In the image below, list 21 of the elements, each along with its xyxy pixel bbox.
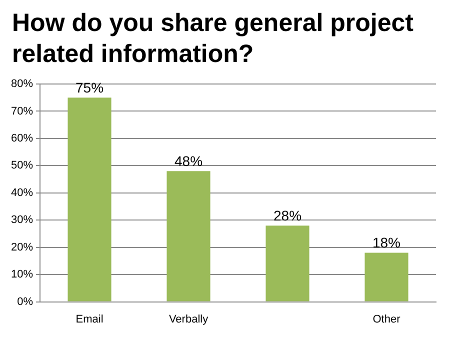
data-label: 28% bbox=[273, 207, 302, 224]
y-tick-label: 70% bbox=[10, 105, 34, 118]
chart-title: How do you share general project related information? bbox=[12, 8, 414, 70]
data-label: 18% bbox=[372, 234, 401, 251]
data-label: 75% bbox=[76, 79, 104, 96]
x-tick-label: Other bbox=[372, 313, 401, 326]
x-tick-label: Email bbox=[76, 313, 104, 326]
y-tick-label: 20% bbox=[10, 241, 34, 254]
x-tick-label: Verbally bbox=[168, 313, 209, 326]
bar bbox=[266, 226, 310, 302]
bar bbox=[68, 98, 112, 302]
y-tick-label: 80% bbox=[10, 78, 34, 90]
y-tick-label: 0% bbox=[17, 296, 34, 308]
y-tick-label: 30% bbox=[10, 214, 34, 226]
y-tick-label: 50% bbox=[10, 160, 34, 172]
bar bbox=[364, 252, 408, 302]
y-tick-label: 60% bbox=[10, 132, 34, 144]
y-tick-label: 10% bbox=[10, 268, 34, 281]
bar bbox=[166, 171, 210, 302]
y-tick-label: 40% bbox=[10, 186, 34, 199]
data-label: 48% bbox=[174, 152, 203, 169]
